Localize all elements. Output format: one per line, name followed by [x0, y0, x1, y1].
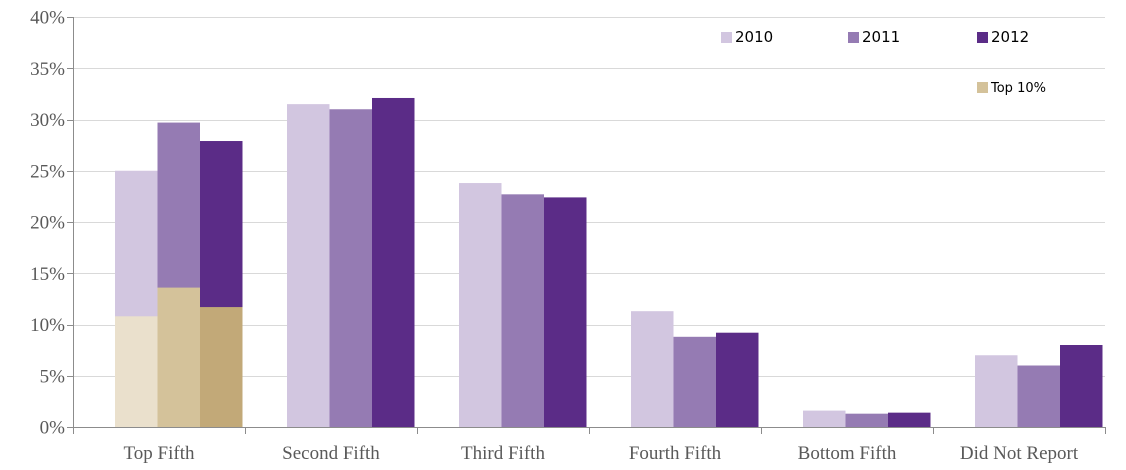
y-tick-label: 10%: [30, 315, 65, 336]
bar-2011-third-fifth: [501, 194, 544, 427]
y-tick-label: 25%: [30, 161, 65, 182]
legend-swatch: [848, 32, 859, 43]
bar-2011-did-not-report: [1017, 365, 1060, 427]
y-tick-label: 15%: [30, 264, 65, 285]
legend-item: 2010: [721, 28, 773, 46]
y-tick-label: 20%: [30, 213, 65, 234]
bar-2012-did-not-report: [1060, 345, 1103, 427]
legend-swatch: [977, 82, 988, 93]
legend-swatch: [721, 32, 732, 43]
y-tick-label: 30%: [30, 110, 65, 131]
bar-2011-fourth-fifth: [673, 336, 716, 427]
x-category-label: Fourth Fifth: [629, 443, 722, 464]
bars: [115, 97, 1103, 427]
bar-top-10-percent-2010: [115, 316, 158, 427]
bar-top-10-percent-2011: [157, 287, 200, 427]
x-category-label: Top Fifth: [124, 443, 195, 464]
y-tick-label: 5%: [40, 366, 66, 387]
y-axis-tick-labels: 0% 5% 10% 15% 20% 25% 30% 35% 40%: [30, 8, 65, 439]
x-category-label: Bottom Fifth: [798, 443, 897, 464]
gridlines: [73, 17, 1105, 377]
legend-label: 2010: [735, 28, 773, 46]
axes: [67, 17, 1106, 434]
y-tick-label: 0%: [40, 418, 66, 439]
bar-2011-second-fifth: [329, 109, 372, 427]
legend: 2010 2011 2012 Top 10%: [721, 28, 1046, 96]
x-category-label: Third Fifth: [461, 443, 545, 464]
bar-2010-second-fifth: [287, 104, 330, 427]
legend-label: 2012: [991, 28, 1029, 46]
legend-swatch: [977, 32, 988, 43]
legend-item: 2011: [848, 28, 900, 46]
x-category-label: Did Not Report: [960, 443, 1079, 464]
bar-2012-fourth-fifth: [716, 332, 759, 427]
y-tick-label: 40%: [30, 8, 65, 29]
legend-item: Top 10%: [977, 81, 1046, 96]
bar-2010-fourth-fifth: [631, 311, 674, 427]
legend-label: Top 10%: [990, 81, 1046, 96]
bar-2012-bottom-fifth: [888, 412, 931, 427]
legend-label: 2011: [862, 28, 900, 46]
legend-item: 2012: [977, 28, 1029, 46]
bar-2012-third-fifth: [544, 197, 587, 427]
bar-2010-bottom-fifth: [803, 410, 846, 427]
bar-2010-third-fifth: [459, 183, 502, 427]
bar-2012-second-fifth: [372, 97, 415, 427]
bar-2011-bottom-fifth: [845, 413, 888, 427]
y-tick-label: 35%: [30, 59, 65, 80]
bar-2010-did-not-report: [975, 355, 1018, 427]
bar-top-10-percent-2012: [200, 307, 243, 427]
x-category-label: Second Fifth: [282, 443, 380, 464]
x-axis-category-labels: Top Fifth Second Fifth Third Fifth Fourth F…: [124, 443, 1079, 464]
